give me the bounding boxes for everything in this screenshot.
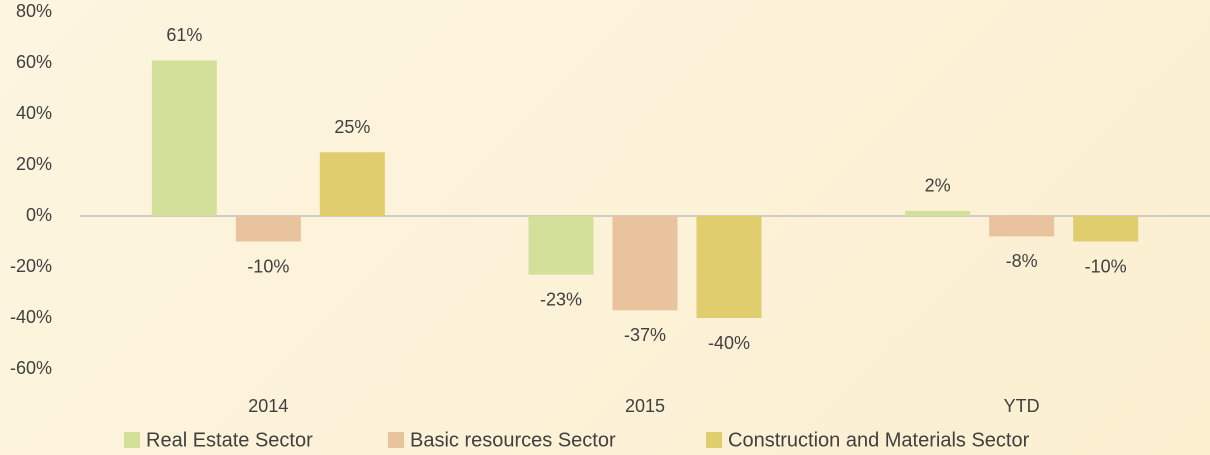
y-tick-label: 60% bbox=[16, 52, 52, 72]
value-label: -10% bbox=[247, 256, 289, 276]
bar bbox=[235, 216, 301, 242]
bar bbox=[151, 60, 217, 217]
value-label: 25% bbox=[334, 117, 370, 137]
value-label: -8% bbox=[1006, 251, 1038, 271]
legend-label: Construction and Materials Sector bbox=[728, 429, 1030, 451]
y-tick-label: 20% bbox=[16, 154, 52, 174]
x-tick-label: 2014 bbox=[248, 396, 288, 416]
y-tick-label: -40% bbox=[10, 307, 52, 327]
value-label: -23% bbox=[540, 289, 582, 309]
y-tick-label: 40% bbox=[16, 103, 52, 123]
legend-label: Real Estate Sector bbox=[146, 429, 313, 451]
value-label: -40% bbox=[708, 333, 750, 353]
y-tick-label: -60% bbox=[10, 358, 52, 378]
value-label: 61% bbox=[166, 25, 202, 45]
bar bbox=[696, 216, 762, 318]
value-label: -37% bbox=[624, 325, 666, 345]
bar bbox=[989, 216, 1055, 237]
y-tick-label: -20% bbox=[10, 256, 52, 276]
y-tick-label: 0% bbox=[26, 205, 52, 225]
legend-swatch bbox=[388, 432, 404, 448]
value-label: -10% bbox=[1085, 256, 1127, 276]
bar bbox=[528, 216, 594, 275]
bar bbox=[1073, 216, 1139, 242]
x-tick-label: 2015 bbox=[625, 396, 665, 416]
legend-swatch bbox=[706, 432, 722, 448]
value-label: 2% bbox=[925, 176, 951, 196]
legend-label: Basic resources Sector bbox=[410, 429, 616, 451]
x-tick-label: YTD bbox=[1004, 396, 1040, 416]
bar bbox=[905, 210, 971, 216]
bar bbox=[319, 152, 385, 216]
legend-swatch bbox=[124, 432, 140, 448]
bar bbox=[612, 216, 678, 311]
y-tick-label: 80% bbox=[16, 1, 52, 21]
